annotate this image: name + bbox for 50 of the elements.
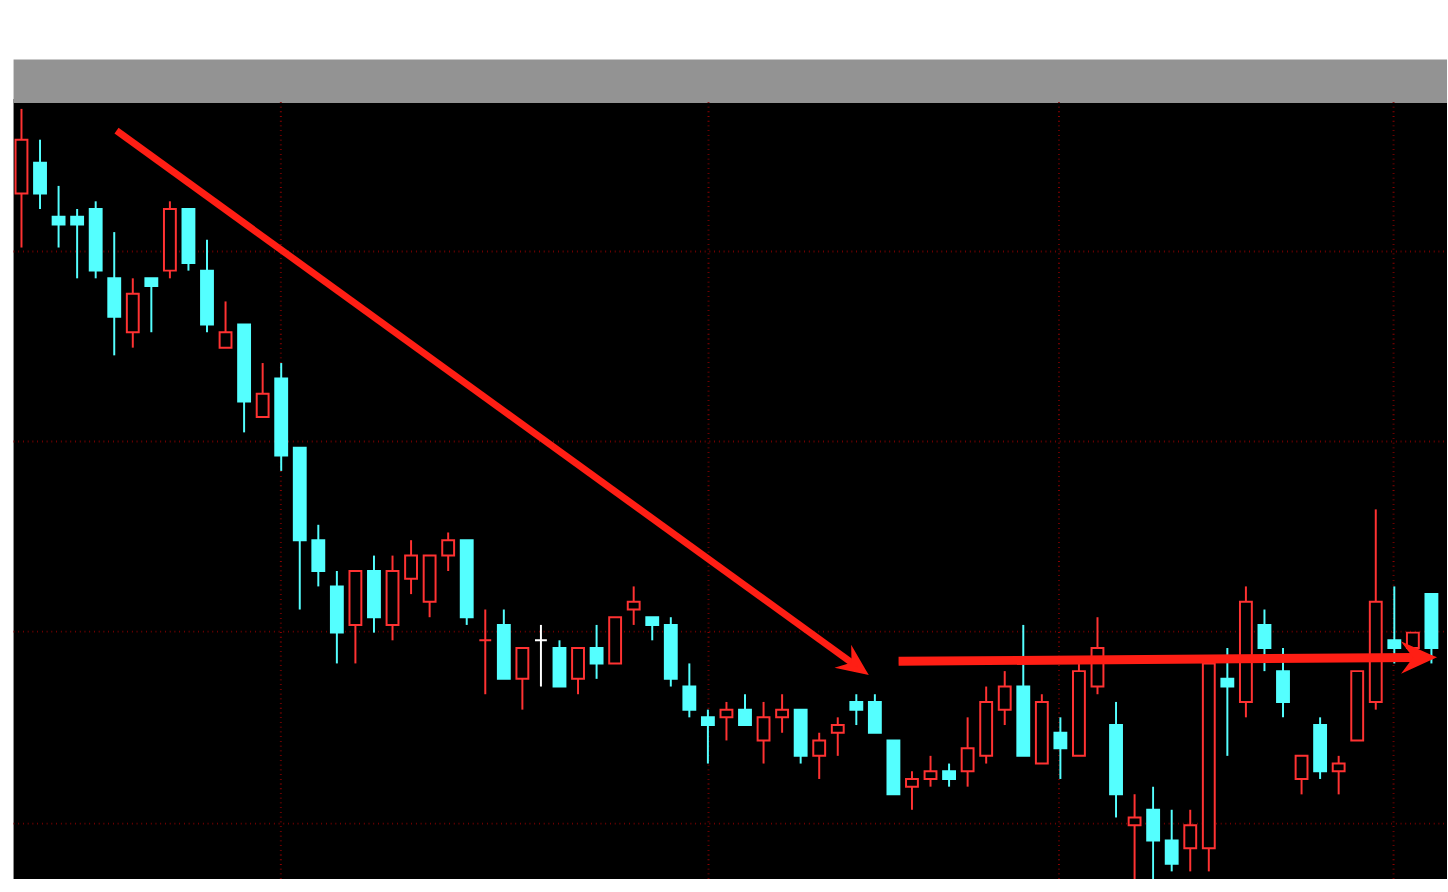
candlestick bbox=[775, 692, 790, 734]
candlestick bbox=[793, 708, 808, 765]
candlestick bbox=[626, 585, 641, 626]
candlestick bbox=[329, 569, 344, 665]
candlestick bbox=[700, 708, 715, 765]
candlestick bbox=[1257, 608, 1272, 672]
candlestick bbox=[923, 754, 938, 788]
candlestick bbox=[404, 538, 418, 595]
candlestick bbox=[682, 662, 697, 719]
candlestick bbox=[756, 700, 771, 765]
candlestick bbox=[515, 646, 530, 711]
candlestick bbox=[552, 639, 567, 688]
candlestick bbox=[1276, 646, 1290, 719]
candlestick bbox=[218, 300, 233, 349]
candlestick bbox=[422, 554, 437, 618]
candlestick bbox=[367, 554, 381, 634]
candlestick bbox=[1220, 646, 1235, 757]
candlestick bbox=[589, 623, 604, 680]
candlestick bbox=[1313, 716, 1328, 780]
candlestick bbox=[997, 669, 1012, 726]
candlestick bbox=[719, 700, 734, 742]
candlestick bbox=[255, 361, 270, 418]
candlestick bbox=[608, 615, 623, 665]
candlestick bbox=[1294, 754, 1309, 796]
candlestick bbox=[534, 623, 548, 688]
candlestick bbox=[51, 184, 66, 249]
candlestick bbox=[311, 523, 326, 588]
candlestick bbox=[441, 531, 456, 572]
candlestick bbox=[70, 207, 85, 279]
candlestick bbox=[1387, 585, 1402, 665]
candlestick bbox=[738, 692, 752, 726]
candlestick bbox=[830, 716, 845, 757]
candlestick bbox=[1183, 808, 1198, 873]
candlestick bbox=[33, 138, 47, 210]
candlestick bbox=[867, 692, 882, 734]
candlestick bbox=[107, 230, 122, 357]
candlestick bbox=[942, 762, 956, 788]
candlestick bbox=[1331, 754, 1346, 796]
candlestick bbox=[960, 716, 975, 788]
candlestick bbox=[905, 769, 919, 811]
candlestick bbox=[1164, 808, 1179, 873]
candlestick bbox=[645, 615, 660, 641]
candlestick bbox=[571, 646, 585, 695]
candlestick bbox=[478, 608, 493, 695]
candlestick bbox=[144, 277, 159, 333]
candlestick bbox=[1053, 716, 1068, 780]
candlestick bbox=[125, 277, 140, 349]
candlestick bbox=[1146, 785, 1161, 879]
candlestick bbox=[849, 692, 864, 726]
candlestick bbox=[812, 731, 827, 780]
